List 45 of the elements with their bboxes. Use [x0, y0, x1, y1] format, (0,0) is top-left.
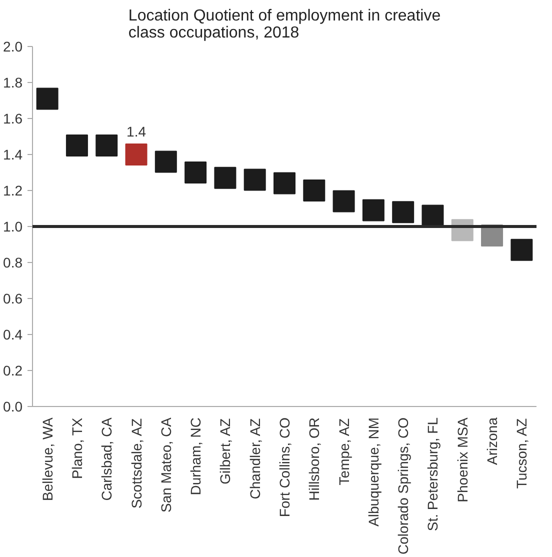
point	[332, 190, 355, 212]
point	[362, 199, 384, 222]
x-tick-label: Bellevue, WA	[39, 416, 56, 502]
point	[214, 166, 236, 189]
point	[184, 162, 207, 184]
y-tick-label: 0.6	[3, 290, 23, 306]
point	[125, 144, 148, 166]
x-tick-label: Phoenix MSA	[454, 416, 470, 502]
point	[36, 88, 58, 110]
x-tick-label: Carlsbad, CA	[98, 416, 115, 501]
y-tick-label: 0.0	[3, 398, 23, 414]
y-tick-label: 1.2	[3, 182, 23, 198]
y-tick-label: 0.8	[3, 254, 23, 270]
point	[303, 180, 326, 202]
y-tick-label: 1.4	[3, 146, 23, 162]
point	[96, 134, 118, 156]
y-tick-label: 1.8	[3, 74, 23, 90]
x-tick-label: Chandler, AZ	[246, 418, 263, 500]
x-tick-label: Durham, NC	[188, 417, 204, 496]
x-tick-label: Plano, TX	[68, 417, 85, 479]
point	[154, 150, 177, 173]
x-tick-label: Gilbert, AZ	[217, 418, 234, 484]
x-tick-label: Scottsdale, AZ	[128, 418, 144, 509]
chart-title: Location Quotient of employment in creative class occupations, 2018	[128, 8, 441, 42]
y-tick-label: 1.6	[3, 110, 23, 126]
y-tick-label: 0.4	[3, 326, 23, 342]
point	[244, 168, 266, 191]
x-tick-label: Tucson, AZ	[514, 418, 530, 489]
point	[510, 238, 533, 261]
point	[274, 172, 296, 194]
x-tick-label: Albuquerque, NM	[365, 418, 382, 526]
x-tick-label: Hillsboro, OR	[306, 417, 322, 501]
x-tick-label: Colorado Springs, CO	[395, 417, 412, 554]
x-tick-label: San Mateo, CA	[158, 416, 174, 512]
y-tick-label: 2.0	[3, 38, 23, 54]
data-label: 1.4	[126, 124, 146, 140]
x-tick-label: Arizona	[484, 417, 500, 465]
x-tick-label: Fort Collins, CO	[276, 417, 292, 518]
x-tick-label: Tempe, AZ	[336, 418, 352, 486]
point	[422, 204, 444, 227]
x-tick-label: St. Petersburg, FL	[424, 417, 441, 532]
y-tick-label: 0.2	[3, 362, 23, 378]
point	[66, 134, 88, 156]
point	[392, 201, 414, 224]
y-tick-label: 1.0	[3, 218, 23, 234]
